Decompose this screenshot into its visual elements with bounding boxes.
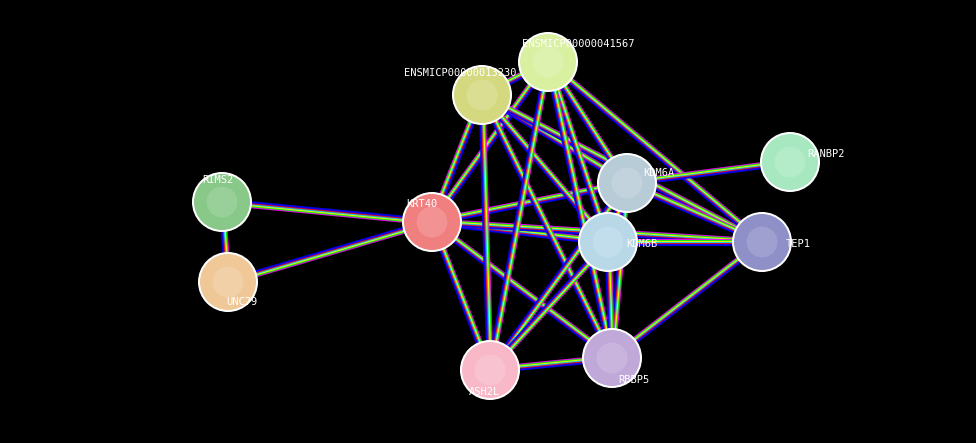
Circle shape <box>207 187 237 218</box>
Text: ENSMICP00000013230: ENSMICP00000013230 <box>404 68 516 78</box>
Circle shape <box>192 172 252 232</box>
Circle shape <box>518 32 578 92</box>
Circle shape <box>417 206 447 237</box>
Text: KDM6B: KDM6B <box>627 239 658 249</box>
Circle shape <box>194 174 250 230</box>
Text: RBBP5: RBBP5 <box>619 375 650 385</box>
Text: RIMS2: RIMS2 <box>202 175 233 185</box>
Circle shape <box>760 132 820 192</box>
Circle shape <box>200 254 256 310</box>
Circle shape <box>747 227 778 257</box>
Circle shape <box>734 214 790 270</box>
Text: KDM6A: KDM6A <box>643 168 674 178</box>
Text: TEP1: TEP1 <box>786 239 810 249</box>
Circle shape <box>404 194 460 250</box>
Circle shape <box>198 252 258 312</box>
Circle shape <box>467 80 498 110</box>
Text: ASH2L: ASH2L <box>468 387 500 397</box>
Circle shape <box>462 342 518 398</box>
Text: UNC79: UNC79 <box>226 297 258 307</box>
Circle shape <box>580 214 636 270</box>
Circle shape <box>402 192 462 252</box>
Circle shape <box>213 267 243 297</box>
Circle shape <box>474 354 506 385</box>
Circle shape <box>578 212 638 272</box>
Circle shape <box>582 328 642 388</box>
Circle shape <box>520 34 576 90</box>
Text: RANBP2: RANBP2 <box>807 149 845 159</box>
Circle shape <box>460 340 520 400</box>
Circle shape <box>596 342 628 373</box>
Text: ENSMICP00000041567: ENSMICP00000041567 <box>522 39 634 49</box>
Circle shape <box>592 227 624 257</box>
Circle shape <box>732 212 792 272</box>
Circle shape <box>452 65 512 125</box>
Circle shape <box>612 167 642 198</box>
Text: KRT40: KRT40 <box>406 199 437 209</box>
Circle shape <box>762 134 818 190</box>
Circle shape <box>599 155 655 211</box>
Circle shape <box>454 67 510 123</box>
Circle shape <box>597 153 657 213</box>
Circle shape <box>775 147 805 177</box>
Circle shape <box>584 330 640 386</box>
Circle shape <box>533 47 563 78</box>
